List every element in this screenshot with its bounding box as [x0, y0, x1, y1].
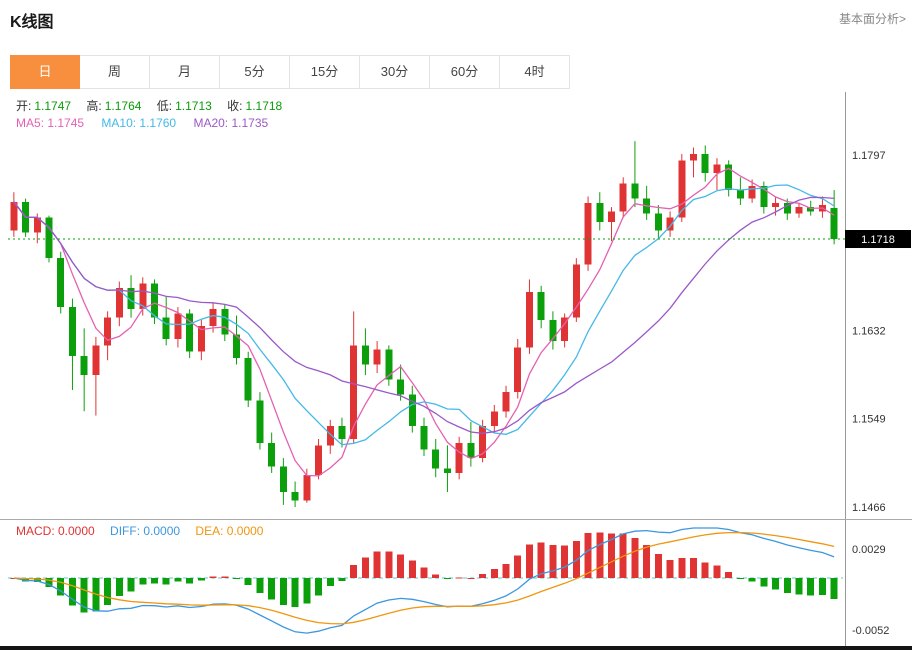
y-axis: 1.1797 1.1632 1.1549 1.1466: [0, 92, 912, 646]
low-value: 低: 1.1713: [156, 99, 212, 113]
tab-5min[interactable]: 5分: [220, 55, 290, 89]
candles-layer: [10, 141, 838, 507]
dea-value: DEA: 0.0000: [195, 524, 264, 538]
macd-axis: 0.0029 -0.0052: [852, 544, 889, 637]
svg-text:1.1718: 1.1718: [861, 234, 895, 246]
svg-text:1.1466: 1.1466: [852, 502, 886, 514]
ma-legend: MA5: 1.1745 MA10: 1.1760 MA20: 1.1735: [16, 116, 282, 130]
close-value: 收: 1.1718: [227, 99, 283, 113]
macd-legend: MACD: 0.0000 DIFF: 0.0000 DEA: 0.0000: [16, 524, 275, 538]
interval-tabs: 日 周 月 5分 15分 30分 60分 4时: [10, 55, 570, 89]
tab-4hour[interactable]: 4时: [500, 55, 570, 89]
ohlc-legend: 开: 1.1747 高: 1.1764 低: 1.1713 收: 1.1718: [16, 97, 294, 114]
svg-text:1.1797: 1.1797: [852, 150, 886, 162]
ma5-line: [13, 167, 835, 477]
diff-line: [13, 527, 835, 634]
macd-histogram: [10, 532, 838, 613]
bottom-border: [0, 646, 912, 650]
price-tag: 1.1718: [845, 230, 911, 249]
svg-text:0.0029: 0.0029: [852, 544, 886, 556]
tab-day[interactable]: 日: [10, 55, 80, 89]
ma10-line: [13, 184, 835, 446]
page-title: K线图: [10, 14, 54, 31]
svg-text:1.1632: 1.1632: [852, 325, 886, 337]
ma20-line: [13, 196, 835, 434]
diff-value: DIFF: 0.0000: [110, 524, 181, 538]
macd-value: MACD: 0.0000: [16, 524, 95, 538]
open-value: 开: 1.1747: [16, 99, 72, 113]
svg-text:-0.0052: -0.0052: [852, 625, 889, 637]
ma5-legend: MA5: 1.1745: [16, 116, 85, 130]
dea-line: [13, 531, 835, 625]
ma10-legend: MA10: 1.1760: [101, 116, 177, 130]
ma20-legend: MA20: 1.1735: [193, 116, 269, 130]
tab-30min[interactable]: 30分: [360, 55, 430, 89]
svg-text:1.1549: 1.1549: [852, 414, 886, 426]
tab-week[interactable]: 周: [80, 55, 150, 89]
high-value: 高: 1.1764: [86, 99, 142, 113]
tab-60min[interactable]: 60分: [430, 55, 500, 89]
fundamental-analysis-link[interactable]: 基本面分析>: [838, 12, 906, 26]
tab-15min[interactable]: 15分: [290, 55, 360, 89]
tab-month[interactable]: 月: [150, 55, 220, 89]
